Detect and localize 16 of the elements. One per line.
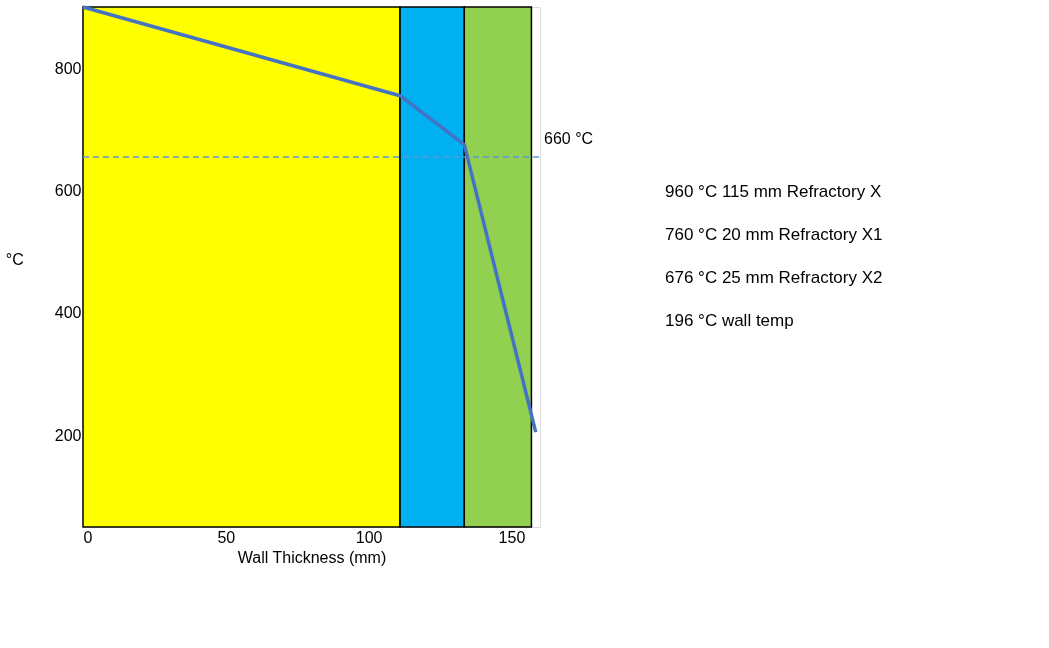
text: 760 °C 20 mm Refractory X1 — [665, 225, 883, 244]
y-tick-label: 400 — [54, 304, 82, 322]
text: 196 °C wall temp — [665, 311, 794, 330]
x-tick-label: 150 — [498, 528, 526, 546]
line-series — [81, 5, 538, 434]
ref-line-label: 660 °C — [544, 129, 594, 147]
x-axis-title: Wall Thickness (mm) — [237, 548, 387, 566]
text: 960 °C 115 mm Refractory X — [665, 182, 882, 201]
text: 676 °C 25 mm Refractory X2 — [665, 268, 883, 287]
y-axis-title: °C — [5, 250, 24, 268]
y-tick-label: 200 — [54, 426, 82, 444]
x-tick-label: 0 — [83, 528, 93, 546]
x-tick-label: 100 — [355, 528, 383, 546]
y-tick-label: 600 — [54, 182, 82, 200]
y-tick-label: 800 — [54, 59, 82, 77]
x-tick-label: 50 — [217, 528, 236, 546]
